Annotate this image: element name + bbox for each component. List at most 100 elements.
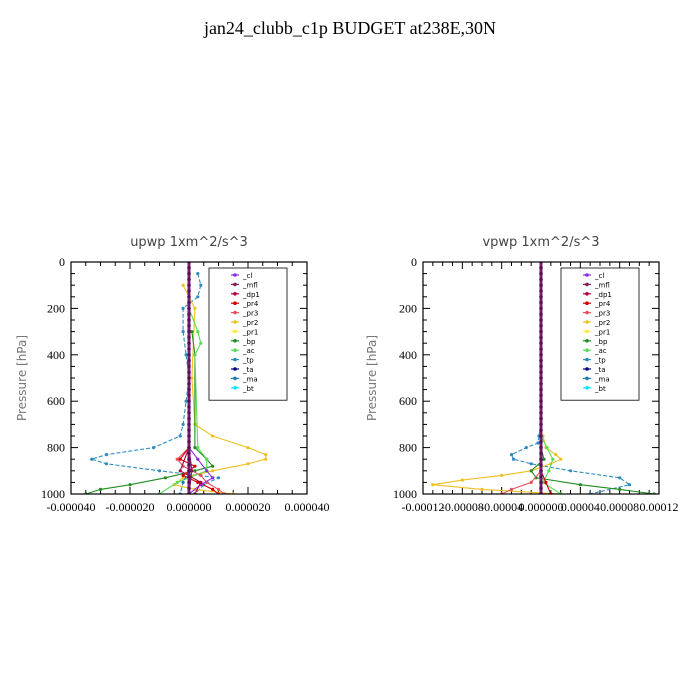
x-tick-label: -0.000040 — [47, 500, 96, 514]
data-point-tp — [568, 469, 573, 473]
data-point-ac — [205, 457, 209, 461]
zero-profile-marker — [187, 411, 191, 415]
y-tick-label: 0 — [411, 255, 417, 269]
data-point-pr2 — [554, 453, 558, 457]
legend-label: _pr3 — [242, 310, 258, 318]
y-tick-label: 1000 — [41, 487, 65, 501]
data-point-pr4 — [544, 480, 548, 484]
data-point-pr3 — [175, 457, 179, 461]
data-point-pr2 — [190, 376, 194, 380]
data-point-pr4 — [181, 473, 185, 477]
data-point-dp1 — [178, 469, 182, 473]
zero-profile-marker — [187, 393, 191, 398]
data-point-bp — [211, 464, 215, 468]
data-point-tp — [524, 446, 528, 450]
zero-profile-marker — [187, 335, 191, 340]
legend-swatch-marker — [233, 292, 237, 296]
legend-swatch-marker — [585, 339, 589, 343]
y-tick-label: 400 — [399, 348, 417, 362]
zero-profile-marker — [187, 445, 191, 450]
legend-swatch-marker — [233, 282, 237, 287]
plot-title-vpwp: vpwp 1xm^2/s^3 — [482, 235, 599, 250]
data-point-pr2 — [181, 476, 185, 480]
zero-profile-marker — [187, 451, 191, 456]
data-point-ac — [175, 480, 179, 484]
legend-swatch-marker — [585, 376, 589, 381]
legend-label: _cl — [594, 272, 604, 280]
legend-label: _ma — [242, 375, 258, 383]
data-point-ac — [193, 353, 197, 357]
zero-profile-marker — [539, 271, 543, 276]
data-point-dp1 — [199, 480, 203, 484]
data-point-tp — [196, 295, 200, 299]
legend-label: _bt — [594, 385, 606, 393]
y-tick-label: 600 — [47, 394, 65, 408]
data-point-tp — [157, 469, 162, 473]
series-group-vpwp — [431, 262, 656, 494]
data-point-pr2 — [264, 457, 268, 461]
zero-profile-marker — [187, 405, 191, 409]
legend-label: _pr4 — [594, 300, 611, 308]
data-point-cl — [211, 476, 215, 480]
data-point-tp — [90, 457, 94, 461]
data-point-tp — [511, 457, 516, 461]
zero-profile-marker — [187, 469, 191, 473]
zero-profile-marker — [539, 382, 543, 386]
x-tick-label: -0.00008 — [441, 500, 484, 514]
zero-profile-marker — [187, 422, 191, 427]
zero-profile-marker — [187, 457, 191, 462]
zero-profile-marker — [187, 353, 191, 357]
data-point-tp — [509, 453, 514, 457]
series-line-ac — [540, 435, 562, 494]
y-tick-label: 600 — [399, 394, 417, 408]
y-tick-label: 200 — [399, 301, 417, 315]
x-tick-label: 0.000040 — [285, 500, 330, 514]
zero-profile-marker — [187, 358, 191, 363]
plot-title-upwp: upwp 1xm^2/s^3 — [130, 235, 248, 250]
series-line-pr3 — [501, 470, 542, 494]
zero-profile-marker — [187, 364, 191, 369]
plot-frame-vpwp — [422, 261, 660, 495]
data-point-tp — [196, 272, 200, 276]
data-point-ac — [196, 446, 200, 450]
legend-swatch-marker — [233, 386, 237, 390]
series-group-upwp — [84, 262, 268, 494]
zero-profile-marker — [187, 266, 191, 270]
zero-profile-marker — [187, 474, 191, 479]
data-point-pr2 — [246, 462, 250, 466]
zero-profile-marker — [539, 335, 543, 340]
legend-swatch-marker — [585, 357, 589, 362]
y-tick-label: 800 — [399, 441, 417, 455]
plot-frame-upwp — [70, 261, 308, 495]
zero-profile-marker — [539, 300, 543, 305]
zero-profile-marker — [539, 411, 543, 415]
data-point-tp — [184, 399, 188, 403]
data-point-pr3 — [529, 480, 533, 484]
legend-swatch-marker — [585, 367, 589, 371]
data-point-tp — [181, 330, 185, 334]
data-point-tp — [178, 434, 182, 438]
legend-label: _cl — [242, 272, 252, 280]
zero-profile-marker — [539, 306, 543, 311]
zero-profile-marker — [187, 440, 191, 444]
data-point-pr2 — [431, 483, 435, 487]
zero-profile-marker — [539, 277, 543, 282]
legend-swatch-marker — [585, 386, 589, 390]
data-point-pr4 — [178, 457, 182, 461]
zero-profile-marker — [187, 289, 191, 293]
legend-swatch-marker — [233, 348, 237, 353]
zero-profile-marker — [539, 440, 543, 444]
legend-swatch-marker — [585, 320, 589, 324]
x-tick-label: 0.00012 — [640, 500, 679, 514]
data-point-mfl — [190, 469, 194, 473]
legend-label: _pr4 — [242, 300, 259, 308]
zero-profile-marker — [539, 329, 543, 334]
zero-profile-marker — [187, 295, 191, 299]
data-point-pr2 — [181, 283, 185, 287]
legend-swatch-marker — [233, 376, 237, 381]
axis-ticks-vpwp: 0 200 400 600 800 1000-0.00012-0.00008-0.0000… — [393, 255, 679, 514]
data-point-bp — [128, 483, 132, 487]
zero-profile-marker — [539, 318, 543, 322]
zero-profile-marker — [539, 295, 543, 299]
zero-profile-marker — [187, 376, 191, 380]
